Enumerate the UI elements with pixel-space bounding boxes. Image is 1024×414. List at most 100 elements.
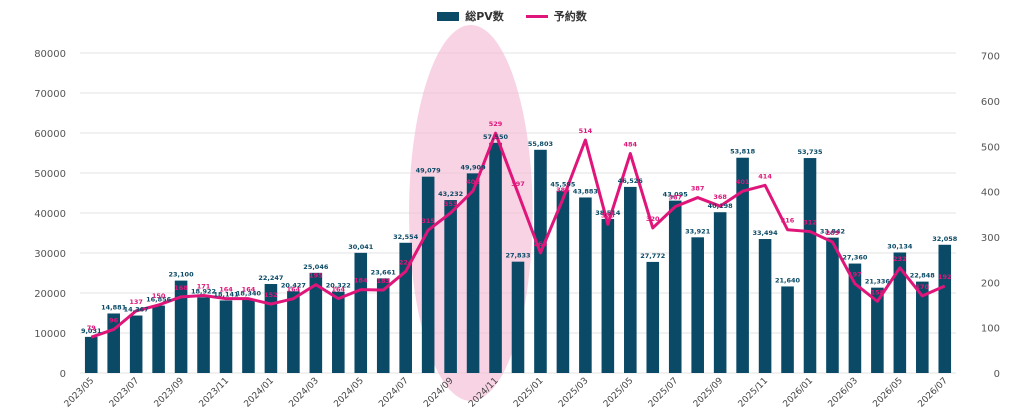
line-value-label: 367 [668, 194, 682, 202]
bar-value-label: 27,360 [842, 254, 868, 262]
legend-line-swatch [525, 14, 548, 18]
bar [781, 286, 794, 373]
line-value-label: 529 [489, 120, 503, 128]
bar [242, 299, 255, 373]
bar-value-label: 20,427 [281, 281, 306, 289]
y-right-tick-label: 400 [981, 188, 1000, 199]
x-tick-label: 2026/03 [827, 376, 861, 410]
bar-value-label: 30,041 [348, 243, 374, 251]
line-value-label: 368 [713, 193, 727, 201]
legend-item-reservations: 予約数 [525, 8, 587, 24]
line-value-label: 402 [466, 178, 480, 186]
bar-value-label: 20,322 [326, 282, 351, 290]
line-value-label: 171 [197, 282, 211, 290]
bar [893, 252, 907, 373]
bar [219, 300, 233, 373]
bar [534, 149, 547, 373]
y-right-tick-label: 100 [981, 324, 1000, 335]
bar-value-label: 46,526 [618, 177, 644, 185]
bar-value-label: 43,095 [663, 191, 689, 199]
bar-value-label: 30,134 [887, 242, 913, 250]
bar-value-label: 49,079 [416, 167, 442, 175]
line-value-label: 316 [781, 217, 795, 225]
bar [691, 237, 704, 373]
bar-value-label: 16,856 [146, 296, 172, 304]
line-value-label: 195 [309, 272, 323, 280]
bar [871, 287, 884, 373]
line-value-label: 158 [871, 288, 885, 296]
bar [332, 291, 345, 373]
y-right-tick-label: 600 [981, 97, 1000, 108]
legend: 総PV数 予約数 [0, 8, 1024, 24]
legend-item-pv: 総PV数 [437, 8, 504, 24]
bar [309, 272, 323, 373]
x-tick-label: 2023/11 [198, 376, 232, 410]
y-left-tick-label: 50000 [34, 169, 66, 180]
x-tick-label: 2025/01 [512, 376, 546, 410]
line-value-label: 312 [803, 219, 817, 227]
bar-value-label: 32,058 [932, 235, 958, 243]
bar-value-label: 55,803 [528, 140, 553, 148]
line-value-label: 152 [264, 291, 278, 299]
bar [803, 158, 817, 373]
bar-value-label: 33,494 [753, 229, 779, 237]
reservation-line [90, 131, 946, 339]
bar-value-label: 33,921 [685, 227, 711, 235]
line-value-label: 164 [332, 286, 346, 294]
y-right-tick-label: 700 [981, 52, 1000, 63]
x-tick-label: 2024/01 [243, 376, 277, 410]
line-value-label: 514 [579, 127, 593, 135]
y-left-tick-label: 60000 [34, 129, 66, 140]
bar [421, 176, 435, 373]
line-value-label: 328 [601, 211, 615, 219]
line-value-label: 484 [624, 141, 638, 149]
bar [826, 237, 839, 373]
bar [579, 197, 592, 373]
line-value-label: 79 [87, 324, 97, 332]
x-tick-label: 2023/09 [153, 376, 187, 410]
line-value-label: 265 [534, 240, 548, 248]
bar-value-label: 43,883 [573, 187, 598, 195]
bar [152, 305, 165, 373]
line-value-label: 384 [556, 186, 570, 194]
bar [556, 190, 570, 373]
bar [624, 186, 637, 373]
bar [713, 212, 727, 373]
y-left-tick-label: 0 [60, 369, 66, 380]
x-tick-label: 2025/07 [647, 376, 681, 410]
line-value-label: 315 [421, 217, 435, 225]
line-value-label: 353 [444, 200, 458, 208]
line-value-label: 184 [354, 277, 368, 285]
bar [287, 291, 300, 373]
x-tick-label: 2025/09 [692, 376, 726, 410]
line-value-label: 387 [691, 185, 705, 193]
y-left-tick-label: 70000 [34, 89, 66, 100]
line-value-label: 164 [287, 286, 301, 294]
x-tick-label: 2026/07 [916, 376, 950, 410]
bar [84, 336, 98, 373]
bar-value-label: 38,514 [595, 209, 621, 217]
bar [264, 284, 278, 373]
bar-value-label: 27,833 [505, 252, 530, 260]
line-value-label: 183 [376, 277, 390, 285]
x-tick-label: 2023/07 [108, 376, 142, 410]
bar-value-label: 21,336 [865, 278, 891, 286]
bar [511, 261, 525, 373]
line-value-label: 192 [938, 273, 952, 281]
bar-value-label: 14,881 [101, 303, 127, 311]
x-tick-label: 2024/07 [377, 376, 411, 410]
line-value-label: 164 [219, 286, 233, 294]
x-tick-label: 2025/11 [737, 376, 771, 410]
line-value-label: 224 [399, 258, 413, 266]
line-value-label: 232 [893, 255, 907, 263]
x-tick-label: 2026/01 [782, 376, 816, 410]
bar-value-label: 49,909 [461, 163, 487, 171]
y-left-tick-label: 30000 [34, 249, 66, 260]
line-value-label: 150 [152, 292, 166, 300]
x-tick-label: 2026/05 [871, 376, 905, 410]
bar [646, 261, 660, 373]
bar [354, 252, 368, 373]
y-left-tick-label: 10000 [34, 329, 66, 340]
bar-value-label: 23,661 [371, 268, 397, 276]
bar [736, 157, 749, 373]
